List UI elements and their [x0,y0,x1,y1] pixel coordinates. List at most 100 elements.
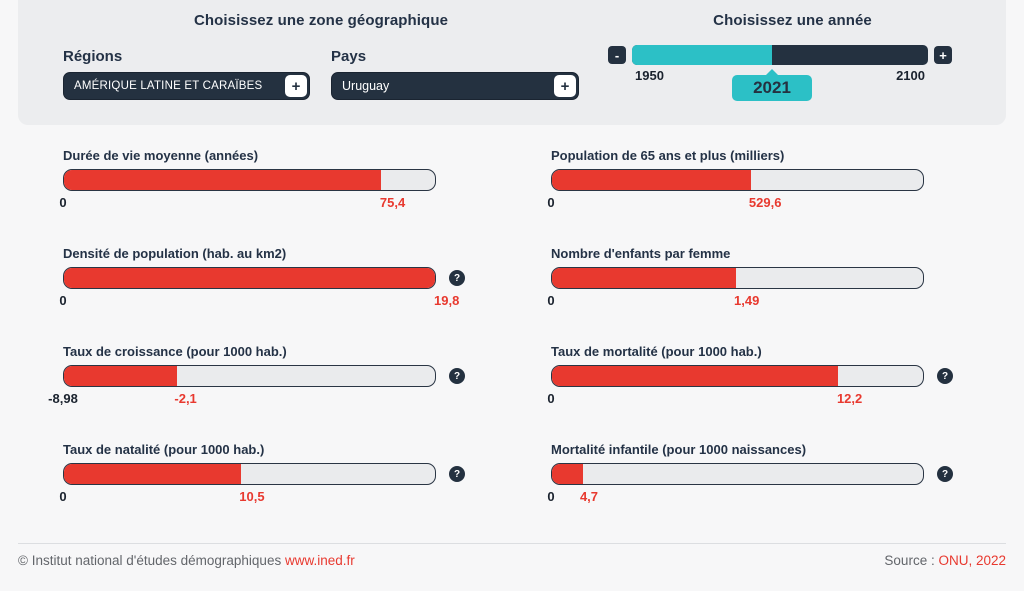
indicator-card: Taux de mortalité (pour 1000 hab.) ? 0 1… [547,344,953,407]
indicator-card: Durée de vie moyenne (années) ? 0 75,4 [59,148,465,211]
selection-panel: Choisissez une zone géographique Régions… [18,0,1006,125]
year-section: Choisissez une année - 1950 2100 2021 + [579,0,1006,125]
bar-value-label: 19,8 [434,293,460,308]
bar-min-label: 0 [547,391,555,406]
pays-group: Pays Uruguay + [331,48,579,100]
pays-selected-value: Uruguay [342,79,390,93]
bar-labels: 0 12,2 [547,391,924,407]
indicators-grid: Durée de vie moyenne (années) ? 0 75,4 P… [48,148,954,505]
indicator-title: Densité de population (hab. au km2) [63,246,287,261]
indicator-card: Population de 65 ans et plus (milliers) … [547,148,953,211]
bar-fill [552,464,583,484]
bar-labels: 0 75,4 [59,195,436,211]
bar-labels: 0 19,8 [59,293,459,309]
geo-section: Choisissez une zone géographique Régions… [18,0,579,125]
source-link[interactable]: ONU, 2022 [938,553,1006,568]
progress-bar [63,169,436,191]
indicator-title: Taux de croissance (pour 1000 hab.) [63,344,287,359]
regions-label: Régions [63,48,123,65]
footer: © Institut national d'études démographiq… [18,543,1006,568]
bar-fill [64,170,382,190]
bar-labels: -8,98 -2,1 [48,391,436,407]
bar-row: ? [551,463,953,485]
regions-selected-value: AMÉRIQUE LATINE ET CARAÏBES [74,80,263,92]
bar-row: ? [551,169,953,191]
ined-link[interactable]: www.ined.fr [284,553,355,568]
year-section-title: Choisissez une année [713,12,872,29]
bar-row: ? [551,267,953,289]
bar-min-label: 0 [547,293,555,308]
indicator-title: Durée de vie moyenne (années) [63,148,259,163]
progress-bar [551,463,924,485]
regions-expand-icon[interactable]: + [285,75,307,97]
indicator-title: Nombre d'enfants par femme [551,246,731,261]
footer-source: Source : ONU, 2022 [884,553,1006,568]
bar-fill [552,268,737,288]
copyright-text: © Institut national d'études démographiq… [18,553,285,568]
year-slider-minmax: 1950 2100 [632,68,928,83]
progress-bar [551,169,924,191]
bar-min-label: 0 [547,489,555,504]
bar-min-label: 0 [59,195,67,210]
year-slider-track[interactable] [632,45,928,65]
year-slider-row: - 1950 2100 2021 + [579,45,981,101]
indicator-card: Nombre d'enfants par femme ? 0 1,49 [547,246,953,309]
year-min-label: 1950 [635,68,664,83]
year-max-label: 2100 [896,68,925,83]
bar-value-label: -2,1 [174,391,197,406]
bar-value-label: 1,49 [734,293,760,308]
progress-bar [551,365,924,387]
year-increment-button[interactable]: + [934,46,952,64]
progress-bar [63,365,436,387]
bar-fill [64,366,177,386]
bar-labels: 0 10,5 [59,489,436,505]
help-icon[interactable]: ? [937,368,953,384]
geo-section-title: Choisissez une zone géographique [193,12,449,29]
bar-row: ? [63,169,465,191]
progress-bar [63,267,436,289]
footer-copyright: © Institut national d'études démographiq… [18,553,355,568]
year-decrement-button[interactable]: - [608,46,626,64]
indicator-title: Taux de mortalité (pour 1000 hab.) [551,344,762,359]
year-slider: 1950 2100 2021 [632,45,928,101]
bar-row: ? [63,365,465,387]
regions-dropdown[interactable]: AMÉRIQUE LATINE ET CARAÏBES + [63,72,310,100]
indicator-title: Population de 65 ans et plus (milliers) [551,148,785,163]
help-icon[interactable]: ? [449,368,465,384]
indicator-card: Taux de natalité (pour 1000 hab.) ? 0 10… [59,442,465,505]
bar-min-label: 0 [59,293,67,308]
bar-row: ? [63,267,465,289]
bar-fill [64,464,242,484]
indicator-card: Mortalité infantile (pour 1000 naissance… [547,442,953,505]
indicator-card: Taux de croissance (pour 1000 hab.) ? -8… [48,344,465,407]
regions-group: Régions AMÉRIQUE LATINE ET CARAÏBES + [63,48,310,100]
pays-dropdown[interactable]: Uruguay + [331,72,579,100]
indicator-title: Taux de natalité (pour 1000 hab.) [63,442,265,457]
year-value-tooltip[interactable]: 2021 [732,75,812,101]
bar-fill [64,268,435,288]
bar-row: ? [551,365,953,387]
progress-bar [63,463,436,485]
bar-min-label: 0 [59,489,67,504]
indicator-card: Densité de population (hab. au km2) ? 0 … [59,246,465,309]
bar-row: ? [63,463,465,485]
progress-bar [551,267,924,289]
dropdown-row: Régions AMÉRIQUE LATINE ET CARAÏBES + Pa… [63,48,579,100]
source-label: Source : [884,553,939,568]
bar-value-label: 4,7 [579,489,599,504]
bar-min-label: -8,98 [48,391,78,406]
year-slider-fill [632,45,772,65]
pays-label: Pays [331,48,367,65]
bar-value-label: 12,2 [836,391,863,406]
bar-labels: 0 4,7 [547,489,924,505]
bar-value-label: 10,5 [239,489,265,504]
bar-fill [552,366,839,386]
help-icon[interactable]: ? [449,270,465,286]
bar-labels: 0 1,49 [547,293,924,309]
bar-fill [552,170,751,190]
help-icon[interactable]: ? [449,466,465,482]
pays-expand-icon[interactable]: + [554,75,576,97]
help-icon[interactable]: ? [937,466,953,482]
indicator-title: Mortalité infantile (pour 1000 naissance… [551,442,807,457]
bar-labels: 0 529,6 [547,195,924,211]
